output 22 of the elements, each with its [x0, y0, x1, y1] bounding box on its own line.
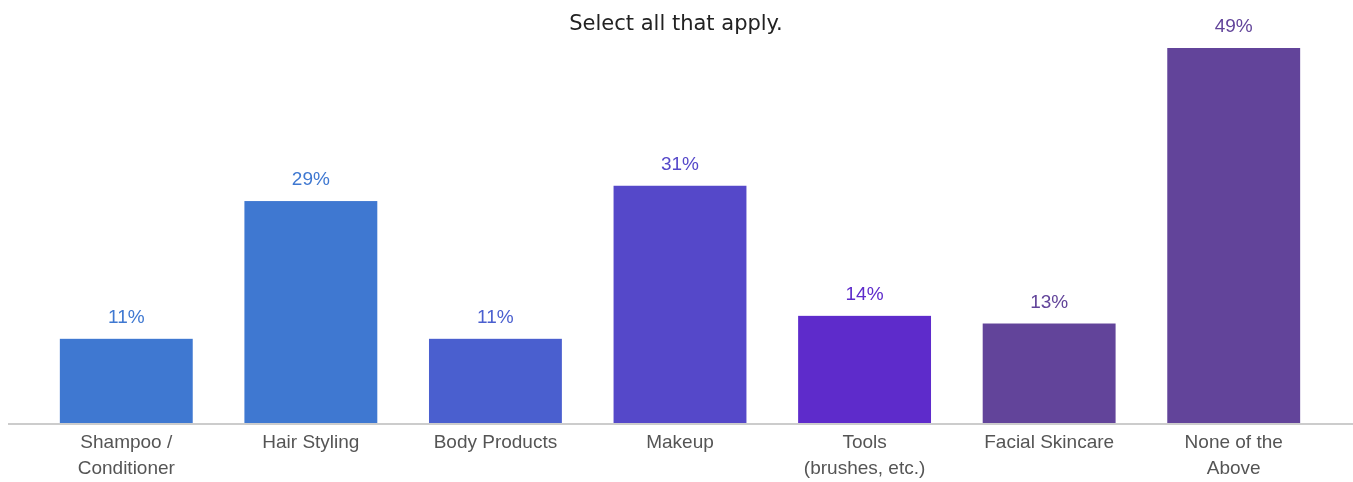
data-label: 49% — [1214, 15, 1253, 36]
x-tick-label: Makeup — [646, 430, 714, 452]
x-tick-label: Hair Styling — [262, 430, 360, 452]
x-tick-label: Body Products — [433, 430, 558, 452]
bar — [798, 315, 932, 423]
bar — [1167, 48, 1301, 423]
data-label: 14% — [845, 282, 884, 304]
data-label: 13% — [1030, 290, 1069, 312]
data-label: 29% — [291, 168, 330, 190]
bar — [613, 185, 747, 423]
x-tick-label: Facial Skincare — [984, 430, 1115, 452]
bar — [982, 323, 1116, 423]
x-tick-label: Shampoo / Conditioner — [77, 430, 176, 478]
bar — [428, 338, 562, 423]
data-label: 11% — [107, 305, 145, 327]
bar — [244, 201, 378, 423]
x-tick-label: None of the Above — [1184, 430, 1283, 478]
x-tick-label: Tools (brushes, etc.) — [803, 430, 926, 478]
data-label: 31% — [660, 152, 700, 174]
bar — [59, 338, 193, 423]
data-label: 11% — [477, 305, 514, 327]
chart-title: Select all that apply. — [569, 11, 783, 35]
